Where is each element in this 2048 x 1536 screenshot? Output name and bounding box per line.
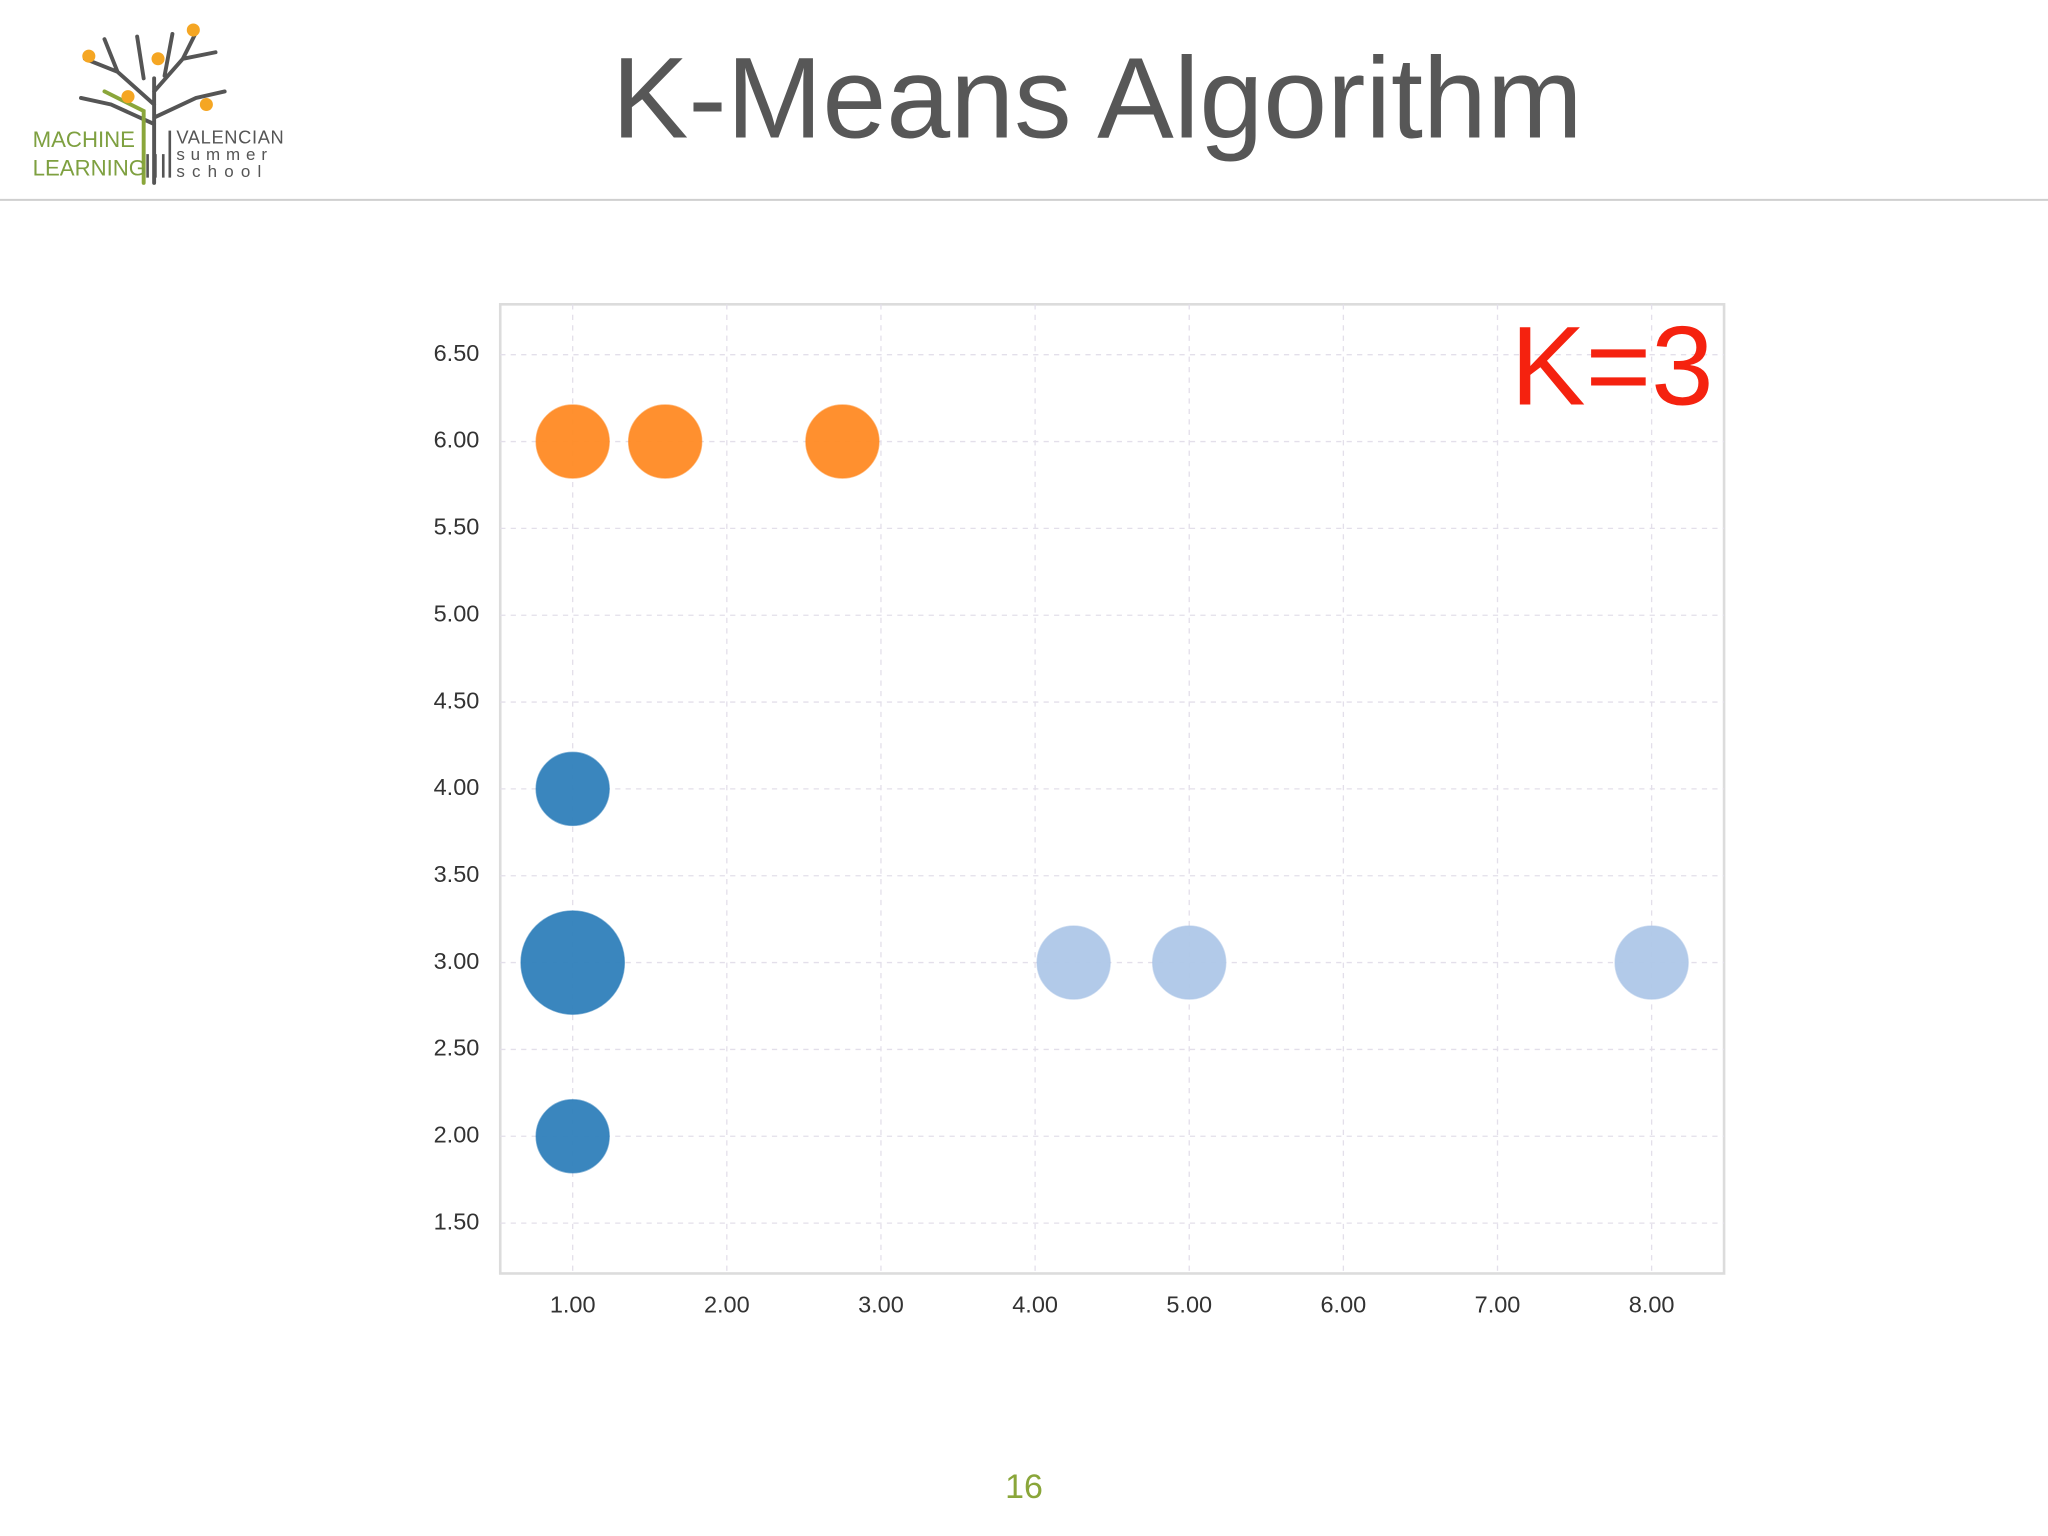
chart: 1.50 2.00 2.50 3.00 3.50 4.00 4.50 5.00 5.50 6.00… — [434, 304, 1725, 1317]
slide-title: K-Means Algorithm — [612, 34, 1583, 162]
logo-text: school — [176, 162, 268, 181]
x-tick-label: 1.00 — [550, 1291, 596, 1317]
y-tick-label: 2.50 — [434, 1035, 480, 1061]
point — [1152, 925, 1227, 1000]
y-tick-label: 4.50 — [434, 687, 480, 713]
y-tick-label: 5.00 — [434, 600, 480, 626]
y-tick-label: 1.50 — [434, 1208, 480, 1234]
logo-bars — [146, 130, 172, 178]
logo-text: LEARNING — [33, 156, 146, 181]
point — [1036, 925, 1111, 1000]
point — [535, 751, 610, 827]
x-tick-label: 3.00 — [858, 1291, 904, 1317]
y-tick-label: 2.00 — [434, 1121, 480, 1147]
y-tick-label: 5.50 — [434, 514, 480, 540]
x-tick-label: 7.00 — [1475, 1291, 1521, 1317]
point — [1614, 925, 1689, 1000]
point — [535, 1099, 610, 1174]
point — [805, 404, 880, 479]
logo-tree — [79, 30, 227, 185]
x-tick-label: 2.00 — [704, 1291, 750, 1317]
plot-area — [498, 303, 1726, 1275]
x-tick-label: 5.00 — [1166, 1291, 1212, 1317]
y-tick-label: 4.00 — [434, 774, 480, 800]
page-number: 16 — [1005, 1468, 1043, 1506]
x-tick-label: 8.00 — [1629, 1291, 1675, 1317]
logo: MACHINE LEARNING VALENCIAN summer school — [33, 23, 284, 185]
x-tick-label: 6.00 — [1320, 1291, 1366, 1317]
annotation: K=3 — [1511, 303, 1714, 429]
point — [520, 910, 626, 1015]
y-tick-label: 3.50 — [434, 861, 480, 887]
y-tick-label: 6.00 — [434, 427, 480, 453]
logo-text: MACHINE — [33, 127, 135, 152]
point — [627, 404, 703, 479]
logo-text: summer — [176, 145, 273, 164]
logo-dots — [82, 23, 213, 112]
x-tick-label: 4.00 — [1012, 1291, 1058, 1317]
y-tick-label: 3.00 — [434, 948, 480, 974]
logo-text: VALENCIAN — [176, 126, 284, 147]
point — [535, 404, 610, 479]
y-tick-label: 6.50 — [434, 340, 480, 366]
